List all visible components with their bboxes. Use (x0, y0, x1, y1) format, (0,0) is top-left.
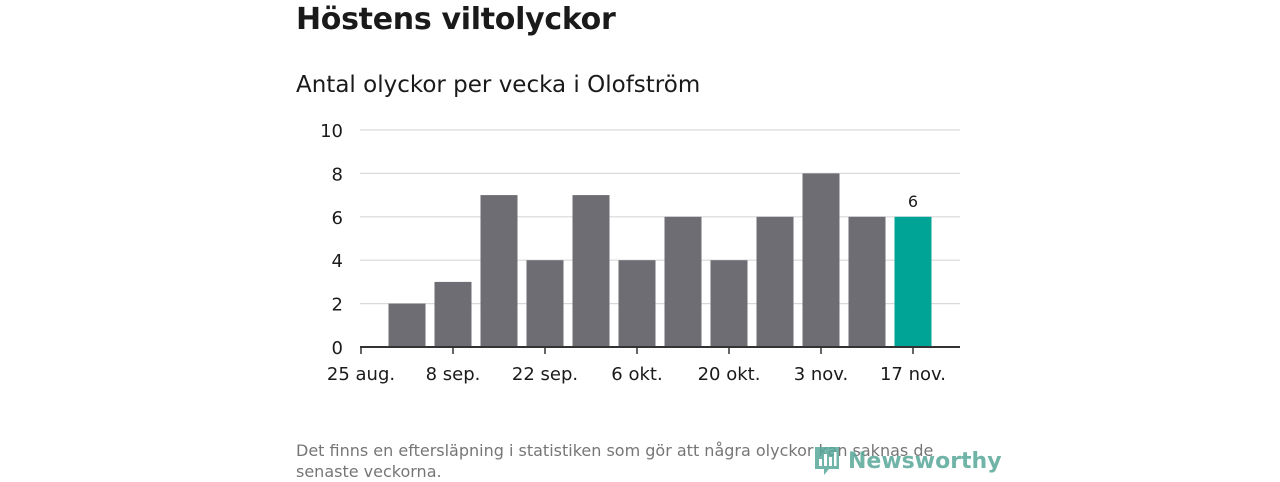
x-tick-label: 6 okt. (611, 364, 662, 385)
bar (526, 260, 564, 347)
bar (388, 303, 426, 347)
chart-subtitle: Antal olyckor per vecka i Olofström (296, 72, 701, 98)
bar (710, 260, 748, 347)
bar (894, 216, 932, 347)
data-label: 6 (908, 192, 918, 211)
x-tick-label: 3 nov. (794, 364, 849, 385)
chart-title: Höstens viltolyckor (296, 2, 616, 37)
newsworthy-logo-icon (815, 447, 839, 475)
x-tick-label: 17 nov. (880, 364, 946, 385)
y-tick-label: 10 (320, 121, 343, 142)
brand-logo: Newsworthy (812, 444, 1002, 478)
y-tick-label: 0 (332, 338, 343, 359)
bar (802, 173, 840, 347)
x-tick-label: 25 aug. (327, 364, 395, 385)
bar (434, 281, 472, 347)
bar (480, 195, 518, 347)
y-tick-label: 2 (332, 295, 343, 316)
brand-name: Newsworthy (848, 448, 1002, 474)
y-tick-label: 6 (332, 208, 343, 229)
bar (618, 260, 656, 347)
bar (664, 216, 702, 347)
bar (572, 195, 610, 347)
y-tick-label: 8 (332, 164, 343, 185)
bar (848, 216, 886, 347)
x-tick-label: 8 sep. (426, 364, 481, 385)
bar (756, 216, 794, 347)
y-tick-label: 4 (332, 251, 343, 272)
footnote: Det finns en eftersläpning i statistiken… (296, 441, 934, 481)
x-tick-label: 22 sep. (512, 364, 578, 385)
x-tick-label: 20 okt. (698, 364, 761, 385)
